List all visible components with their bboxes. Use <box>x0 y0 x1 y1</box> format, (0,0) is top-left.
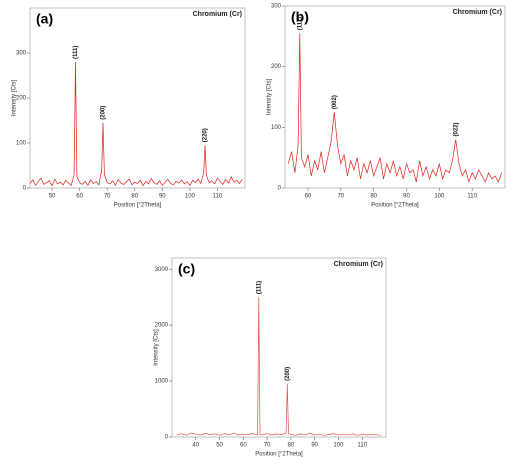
x-tick-label: 100 <box>185 194 196 200</box>
peak-label: (200) <box>285 367 291 381</box>
y-tick-label: 1000 <box>155 379 169 385</box>
plot-frame <box>171 257 387 438</box>
peak-label: (002) <box>332 95 338 109</box>
diffraction-line <box>176 297 382 436</box>
chart-title: Chromium (Cr) <box>453 9 502 16</box>
peak-label: (220) <box>203 128 209 142</box>
panel-label: (c) <box>178 261 195 277</box>
y-tick-label: 2000 <box>155 323 169 329</box>
y-tick-label: 200 <box>16 96 27 102</box>
y-tick-label: 0 <box>165 435 169 441</box>
diffraction-line <box>29 61 243 187</box>
y-tick-label: 0 <box>23 186 27 192</box>
y-tick-label: 0 <box>278 186 282 192</box>
x-tick-label: 80 <box>131 194 138 200</box>
x-tick-label: 80 <box>288 443 295 449</box>
x-axis-label: Position [°2Theta] <box>255 452 303 458</box>
x-tick-label: 60 <box>240 443 247 449</box>
panel-label: (b) <box>291 9 309 25</box>
x-tick-label: 90 <box>311 443 318 449</box>
y-tick-label: 200 <box>271 64 282 70</box>
y-axis-label: Intensity [Cts] <box>154 329 160 366</box>
x-tick-label: 80 <box>370 194 377 200</box>
x-tick-label: 60 <box>76 194 83 200</box>
y-tick-label: 300 <box>16 51 27 57</box>
peak-label: (111) <box>256 281 262 294</box>
x-tick-label: 90 <box>159 194 166 200</box>
peak-label: (111) <box>297 17 303 30</box>
panel-label: (a) <box>36 11 53 27</box>
chart-title: Chromium (Cr) <box>193 11 242 18</box>
x-tick-label: 110 <box>213 194 223 200</box>
y-axis-label: Intensity [Cts] <box>12 80 18 117</box>
plot-frame <box>284 5 506 189</box>
y-tick-label: 300 <box>271 4 282 10</box>
y-tick-label: 100 <box>16 141 27 147</box>
chart-title: Chromium (Cr) <box>334 261 383 268</box>
peak-label: (200) <box>101 106 107 120</box>
x-tick-label: 50 <box>49 194 56 200</box>
x-tick-label: 100 <box>333 443 344 449</box>
x-tick-label: 70 <box>104 194 111 200</box>
diffraction-line <box>287 33 503 184</box>
x-tick-label: 110 <box>467 194 477 200</box>
x-tick-label: 90 <box>403 194 410 200</box>
peak-label: (022) <box>453 122 459 136</box>
x-tick-label: 40 <box>192 443 199 449</box>
x-axis-label: Position [°2Theta] <box>114 203 162 209</box>
x-tick-label: 50 <box>216 443 223 449</box>
x-tick-label: 70 <box>337 194 344 200</box>
x-axis-label: Position [°2Theta] <box>371 203 419 209</box>
y-tick-label: 3000 <box>155 267 169 273</box>
y-axis-label: Intensity [Cts] <box>267 79 273 116</box>
x-tick-label: 110 <box>357 443 367 449</box>
peak-label: (111) <box>73 46 79 59</box>
x-tick-label: 60 <box>305 194 312 200</box>
x-tick-label: 70 <box>264 443 271 449</box>
x-tick-label: 100 <box>434 194 445 200</box>
plot-frame <box>29 7 246 189</box>
y-tick-label: 100 <box>271 125 282 131</box>
